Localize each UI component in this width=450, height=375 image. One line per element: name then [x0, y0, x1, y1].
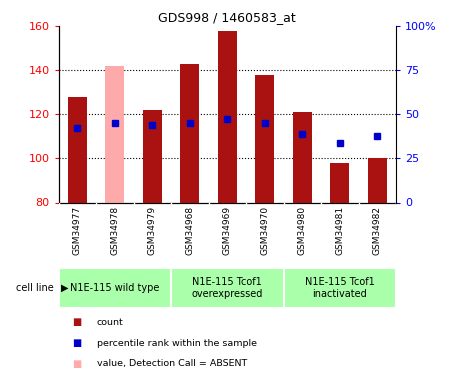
Text: ■: ■ [72, 359, 81, 369]
Bar [171, 268, 284, 308]
Text: ▶: ▶ [61, 283, 68, 293]
Bar [368, 158, 387, 203]
Bar [330, 163, 349, 202]
Title: GDS998 / 1460583_at: GDS998 / 1460583_at [158, 11, 296, 24]
Text: value, Detection Call = ABSENT: value, Detection Call = ABSENT [97, 359, 247, 368]
Text: GSM34981: GSM34981 [335, 206, 344, 255]
Text: GSM34970: GSM34970 [260, 206, 269, 255]
Text: GSM34978: GSM34978 [110, 206, 119, 255]
Text: ■: ■ [72, 338, 81, 348]
Text: N1E-115 Tcof1
overexpressed: N1E-115 Tcof1 overexpressed [192, 277, 263, 299]
Bar [256, 75, 274, 202]
Bar [143, 110, 162, 202]
Text: GSM34969: GSM34969 [223, 206, 232, 255]
Bar [68, 97, 86, 202]
Bar [58, 268, 171, 308]
Text: percentile rank within the sample: percentile rank within the sample [97, 339, 257, 348]
Text: GSM34979: GSM34979 [148, 206, 157, 255]
Text: GSM34982: GSM34982 [373, 206, 382, 255]
Text: cell line: cell line [16, 283, 54, 293]
Bar [218, 31, 237, 202]
Text: ■: ■ [72, 318, 81, 327]
Text: GSM34968: GSM34968 [185, 206, 194, 255]
Bar [180, 64, 199, 202]
Text: GSM34977: GSM34977 [73, 206, 82, 255]
Text: count: count [97, 318, 123, 327]
Bar [293, 112, 311, 202]
Bar [284, 268, 396, 308]
Text: N1E-115 wild type: N1E-115 wild type [70, 283, 159, 293]
Text: GSM34980: GSM34980 [298, 206, 307, 255]
Bar [105, 66, 124, 203]
Text: N1E-115 Tcof1
inactivated: N1E-115 Tcof1 inactivated [305, 277, 374, 299]
